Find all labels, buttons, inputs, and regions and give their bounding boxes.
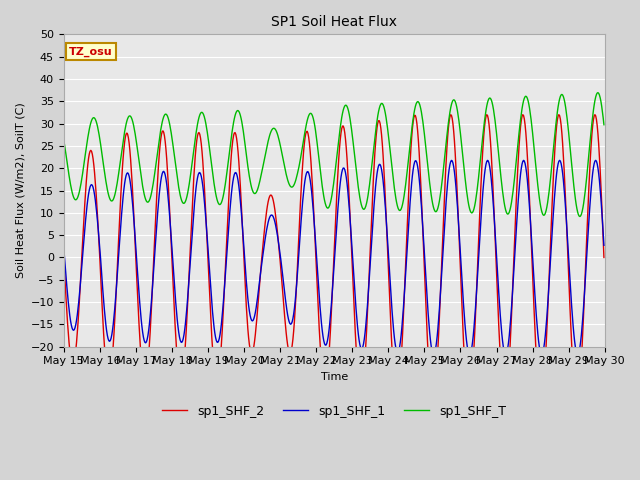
Line: sp1_SHF_T: sp1_SHF_T — [64, 93, 604, 216]
Title: SP1 Soil Heat Flux: SP1 Soil Heat Flux — [271, 15, 397, 29]
Legend: sp1_SHF_2, sp1_SHF_1, sp1_SHF_T: sp1_SHF_2, sp1_SHF_1, sp1_SHF_T — [157, 400, 511, 423]
Text: TZ_osu: TZ_osu — [69, 47, 113, 57]
Line: sp1_SHF_2: sp1_SHF_2 — [64, 115, 604, 400]
Y-axis label: Soil Heat Flux (W/m2), SoilT (C): Soil Heat Flux (W/m2), SoilT (C) — [15, 103, 25, 278]
Line: sp1_SHF_1: sp1_SHF_1 — [64, 160, 604, 355]
X-axis label: Time: Time — [321, 372, 348, 382]
